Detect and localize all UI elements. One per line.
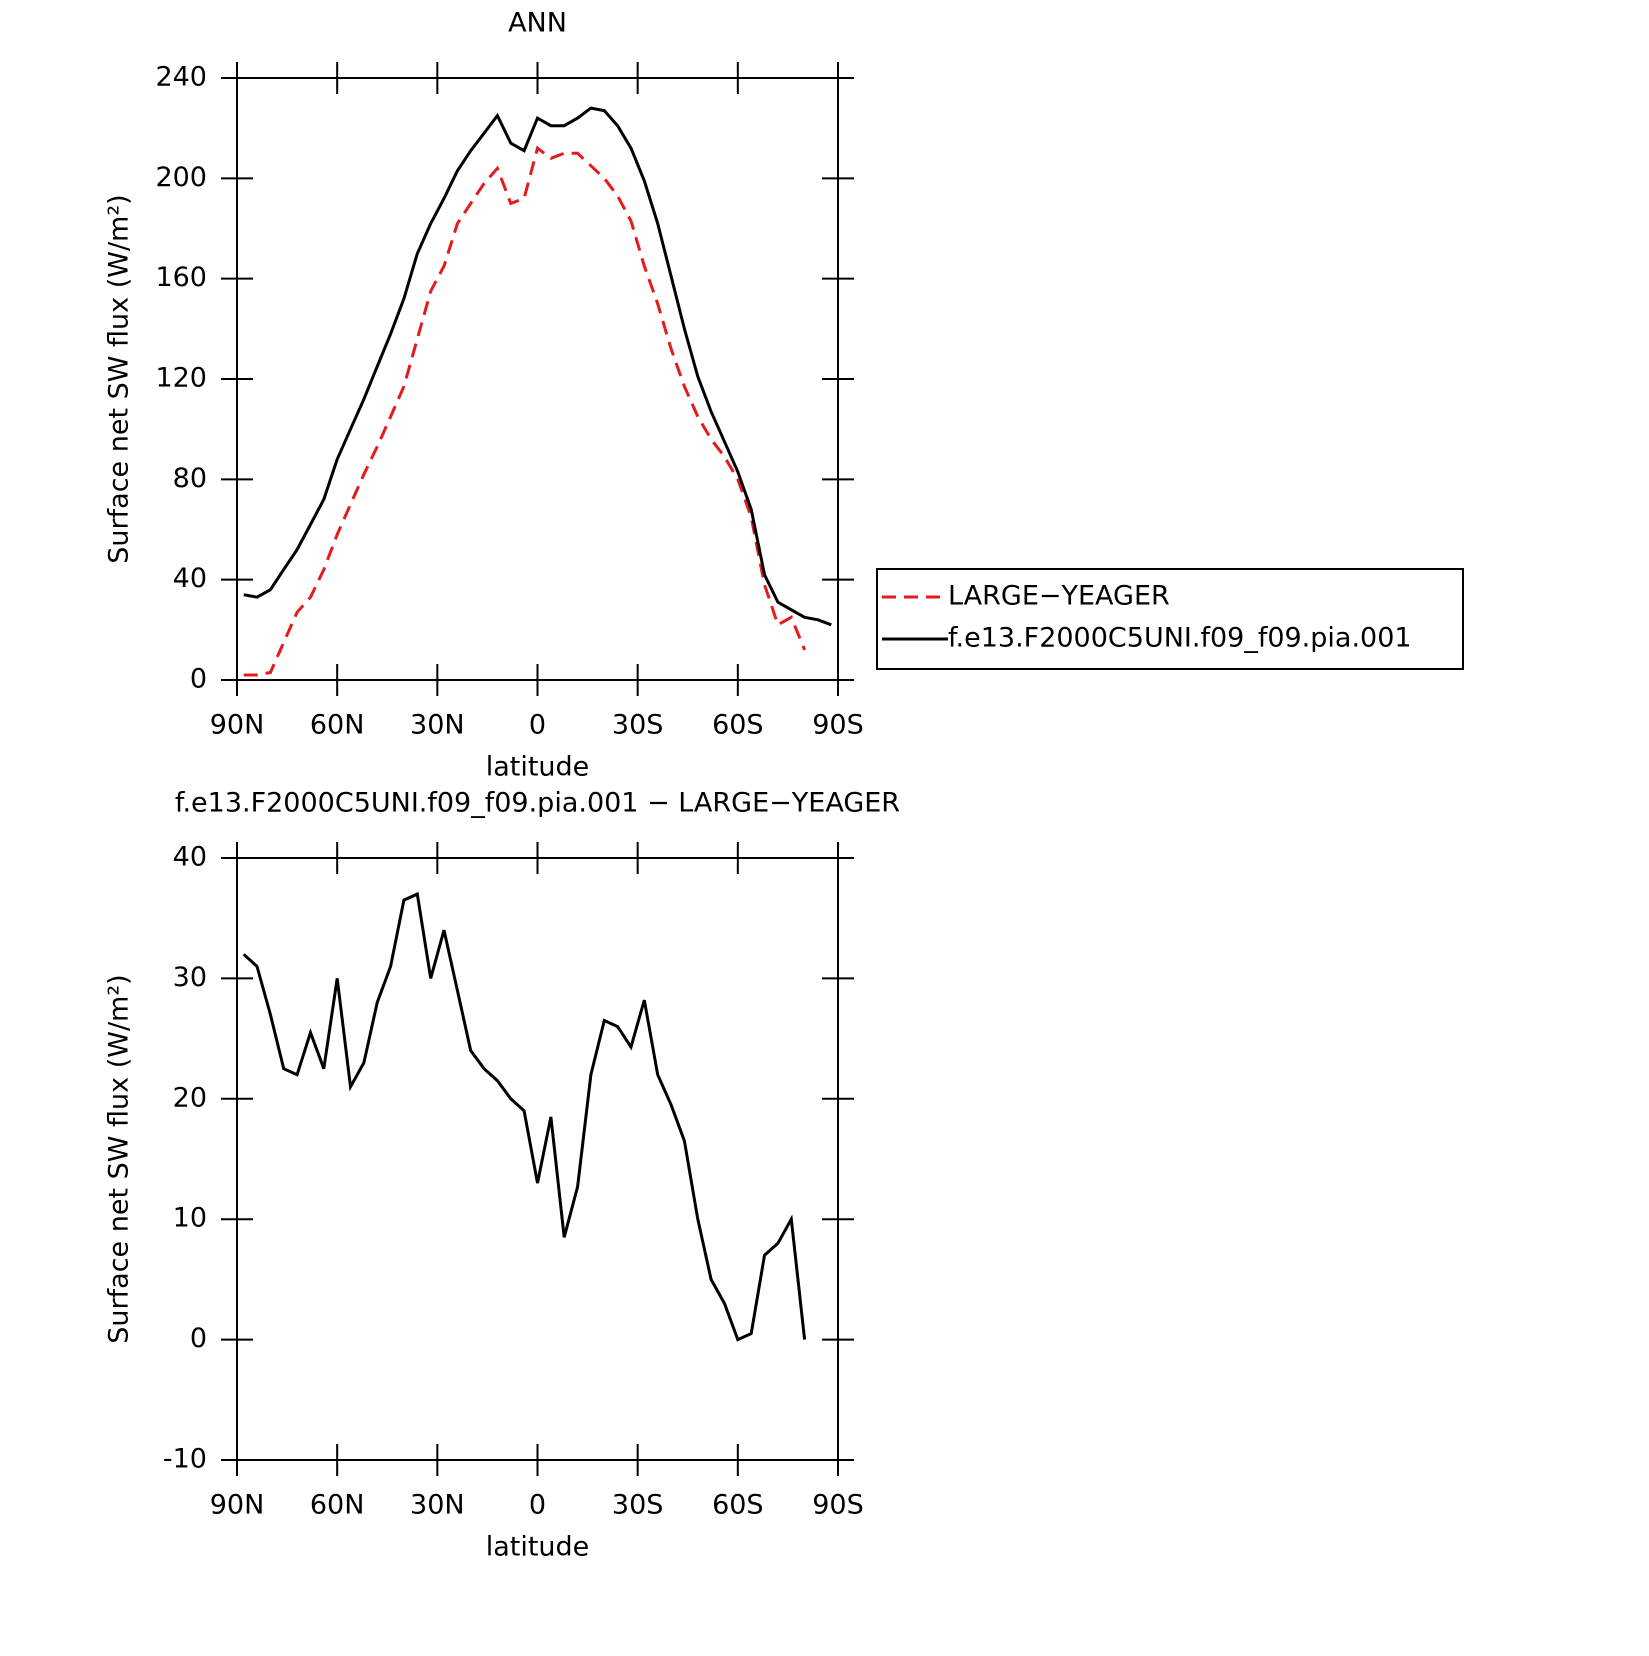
chart-title: f.e13.F2000C5UNI.f09_f09.pia.001 − LARGE… [175,788,900,819]
y-tick-label: 0 [190,1323,207,1354]
y-tick-label: 160 [155,262,207,293]
y-tick-label: 40 [173,563,207,594]
y-tick-label: 240 [155,62,207,93]
x-tick-label: 60S [712,710,764,741]
y-axis-label: Surface net SW flux (W/m²) [104,194,135,563]
data-line [242,891,807,1342]
y-tick-label: 0 [190,664,207,695]
x-tick-label: 0 [529,1490,546,1521]
y-tick-label: 20 [173,1082,207,1113]
x-axis-label: latitude [486,752,590,783]
y-tick-label: 200 [155,162,207,193]
x-tick-label: 30N [410,1490,465,1521]
y-axis-label: Surface net SW flux (W/m²) [104,974,135,1343]
y-tick-label: 80 [173,463,207,494]
chart-title: ANN [508,8,567,39]
x-tick-label: 90N [210,1490,265,1521]
x-tick-label: 90S [812,710,864,741]
x-tick-label: 90S [812,1490,864,1521]
plot-frame [236,857,839,1461]
x-tick-label: 60S [712,1490,764,1521]
x-tick-label: 90N [210,710,265,741]
y-tick-label: 120 [155,363,207,394]
x-tick-label: 60N [310,710,365,741]
plot-frame [236,77,839,681]
y-tick-label: 40 [173,842,207,873]
x-tick-label: 60N [310,1490,365,1521]
x-tick-label: 30S [612,1490,664,1521]
x-tick-label: 30S [612,710,664,741]
legend-label: f.e13.F2000C5UNI.f09_f09.pia.001 [948,623,1412,654]
x-axis-label: latitude [486,1532,590,1563]
data-line [243,145,806,677]
y-tick-label: -10 [163,1444,207,1475]
legend-label: LARGE−YEAGER [948,581,1170,612]
y-tick-label: 30 [173,962,207,993]
x-tick-label: 30N [410,710,465,741]
data-line [243,106,832,627]
legend-box [876,568,1464,670]
x-tick-label: 0 [529,710,546,741]
y-tick-label: 10 [173,1203,207,1234]
